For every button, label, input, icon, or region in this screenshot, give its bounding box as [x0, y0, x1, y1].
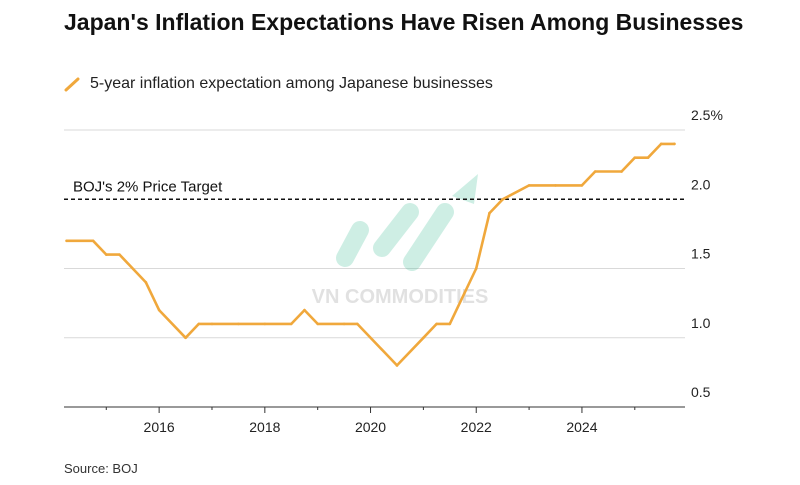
watermark-stroke: [403, 203, 454, 271]
y-axis: 2.5% 2.0 1.5 1.0 0.5: [691, 107, 723, 400]
x-tick-label: 2020: [355, 419, 386, 435]
data-point: [65, 239, 68, 243]
data-point: [210, 322, 214, 326]
gridlines: [64, 129, 685, 408]
data-point: [474, 267, 478, 270]
data-point: [104, 253, 108, 256]
y-tick-label: 2.0: [691, 176, 711, 192]
data-point: [554, 184, 557, 187]
legend-swatch-icon: [64, 77, 80, 92]
data-point: [448, 322, 452, 326]
x-tick-label: 2024: [566, 419, 597, 435]
data-point: [197, 322, 201, 326]
data-point: [580, 184, 584, 187]
data-point: [184, 336, 187, 340]
y-tick-label: 2.5%: [691, 107, 723, 123]
watermark-text: VN COMMODITIES: [312, 286, 489, 308]
watermark-stroke: [336, 221, 369, 267]
series-group: [65, 142, 676, 367]
chart-title: Japan's Inflation Expectations Have Rise…: [64, 9, 744, 35]
data-point: [237, 322, 240, 326]
data-point: [501, 197, 504, 201]
data-point: [263, 322, 267, 326]
data-point: [633, 156, 637, 159]
data-point: [395, 364, 399, 367]
legend-label: 5-year inflation expectation among Japan…: [90, 75, 493, 92]
watermark-logo: VN COMMODITIES: [312, 174, 489, 308]
source-note: Source: BOJ: [64, 461, 138, 476]
target-line-label: BOJ's 2% Price Target: [73, 178, 223, 195]
y-tick-label: 1.0: [691, 315, 711, 331]
data-point: [659, 142, 663, 146]
series-line: [65, 142, 676, 367]
watermark-arrow-icon: [452, 174, 478, 204]
watermark-stroke: [373, 203, 419, 257]
data-point: [356, 322, 359, 326]
data-point: [303, 308, 306, 312]
data-point: [118, 253, 121, 256]
data-point: [488, 211, 491, 215]
y-tick-label: 1.5: [691, 246, 711, 262]
data-point: [620, 170, 623, 173]
data-point: [91, 239, 95, 243]
data-point: [316, 322, 319, 326]
x-tick-label: 2022: [461, 419, 492, 435]
x-tick-label: 2016: [144, 419, 175, 435]
data-point: [144, 281, 148, 284]
data-point: [289, 322, 293, 326]
data-point: [593, 170, 597, 173]
legend: 5-year inflation expectation among Japan…: [64, 74, 493, 94]
x-tick-label: 2018: [249, 419, 280, 435]
data-point: [646, 156, 650, 159]
data-point: [157, 308, 161, 312]
reference-line-group: BOJ's 2% Price Target: [64, 178, 685, 201]
data-point: [673, 142, 676, 146]
data-point: [527, 184, 531, 187]
x-axis: 2016 2018 2020 2022 2024: [64, 406, 685, 435]
data-point: [422, 336, 425, 340]
data-point: [435, 322, 438, 326]
y-tick-label: 0.5: [691, 384, 711, 400]
data-point: [342, 322, 346, 326]
